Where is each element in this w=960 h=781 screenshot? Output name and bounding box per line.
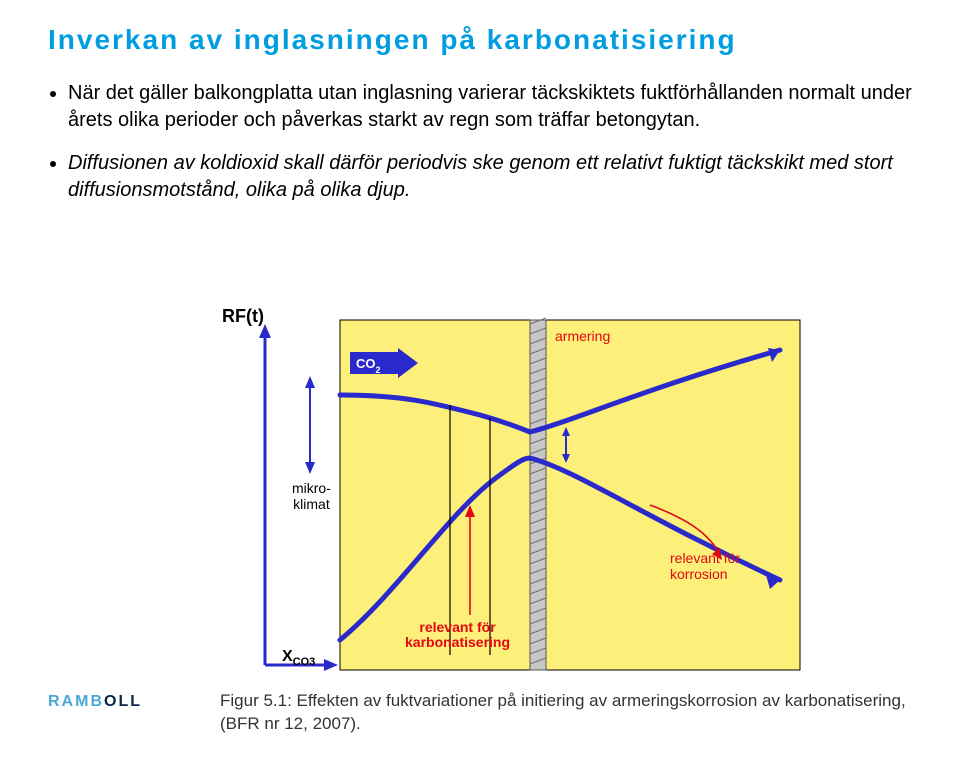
xco3-label: XCO3 [282, 648, 315, 668]
ramboll-logo: RAMBOLL [48, 693, 142, 711]
rel-karb-label: relevant förkarbonatisering [405, 620, 510, 651]
y-axis-label: RF(t) [222, 306, 264, 327]
bullet-2: Diffusionen av koldioxid skall därför pe… [68, 150, 912, 204]
diagram: CO2 RF(t) mikro-klimat armering relevant… [220, 310, 820, 680]
mikroklimat-label: mikro-klimat [292, 480, 331, 512]
bullet-1: När det gäller balkongplatta utan inglas… [68, 80, 912, 134]
rel-korr-label: relevant förkorrosion [670, 550, 740, 582]
page-title: Inverkan av inglasningen på karbonatisie… [48, 24, 912, 56]
figure-caption: Figur 5.1: Effekten av fuktvariationer p… [220, 690, 920, 736]
bullet-list: När det gäller balkongplatta utan inglas… [48, 80, 912, 204]
logo-part1: RAMB [48, 693, 104, 710]
logo-part2: OLL [104, 693, 142, 710]
armering-label: armering [555, 328, 610, 344]
